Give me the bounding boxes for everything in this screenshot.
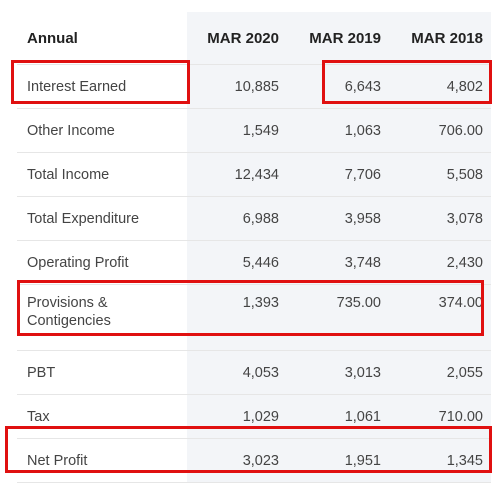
- table-row: Tax 1,029 1,061 710.00: [17, 394, 491, 439]
- cell-value: 6,643: [287, 64, 389, 109]
- row-label: PBT: [17, 350, 187, 395]
- table-row: Interest Earned 10,885 6,643 4,802: [17, 64, 491, 109]
- table-row: Operating Profit 5,446 3,748 2,430: [17, 240, 491, 285]
- cell-value: 3,013: [287, 350, 389, 395]
- table-row: Provisions & Contigencies 1,393 735.00 3…: [17, 284, 491, 351]
- row-label: Operating Profit: [17, 240, 187, 285]
- header-mar-2020: MAR 2020: [187, 12, 287, 65]
- row-label: Interest Earned: [17, 64, 187, 109]
- cell-value: 4,053: [187, 350, 287, 395]
- table-row: Other Income 1,549 1,063 706.00: [17, 108, 491, 153]
- cell-value: 2,430: [389, 240, 491, 285]
- row-label: Net Profit: [17, 438, 187, 483]
- cell-value: 1,951: [287, 438, 389, 483]
- financials-table: Annual MAR 2020 MAR 2019 MAR 2018 Intere…: [17, 12, 491, 483]
- cell-value: 5,508: [389, 152, 491, 197]
- cell-value: 5,446: [187, 240, 287, 285]
- cell-value: 4,802: [389, 64, 491, 109]
- row-label: Other Income: [17, 108, 187, 153]
- cell-value: 3,958: [287, 196, 389, 241]
- cell-value: 1,549: [187, 108, 287, 153]
- row-label: Total Expenditure: [17, 196, 187, 241]
- cell-value: 706.00: [389, 108, 491, 153]
- cell-value: 735.00: [287, 284, 389, 351]
- cell-value: 10,885: [187, 64, 287, 109]
- cell-value: 374.00: [389, 284, 491, 351]
- cell-value: 1,029: [187, 394, 287, 439]
- cell-value: 7,706: [287, 152, 389, 197]
- table-row: Total Income 12,434 7,706 5,508: [17, 152, 491, 197]
- table-row: Total Expenditure 6,988 3,958 3,078: [17, 196, 491, 241]
- row-label: Provisions & Contigencies: [17, 284, 187, 351]
- row-label: Tax: [17, 394, 187, 439]
- cell-value: 3,078: [389, 196, 491, 241]
- header-row: Annual MAR 2020 MAR 2019 MAR 2018: [17, 12, 491, 65]
- cell-value: 2,055: [389, 350, 491, 395]
- cell-value: 1,063: [287, 108, 389, 153]
- header-mar-2019: MAR 2019: [287, 12, 389, 65]
- cell-value: 3,748: [287, 240, 389, 285]
- cell-value: 1,393: [187, 284, 287, 351]
- cell-value: 1,345: [389, 438, 491, 483]
- cell-value: 1,061: [287, 394, 389, 439]
- header-annual: Annual: [17, 12, 187, 65]
- cell-value: 6,988: [187, 196, 287, 241]
- cell-value: 12,434: [187, 152, 287, 197]
- header-mar-2018: MAR 2018: [389, 12, 491, 65]
- table-row: PBT 4,053 3,013 2,055: [17, 350, 491, 395]
- row-label: Total Income: [17, 152, 187, 197]
- table-row: Net Profit 3,023 1,951 1,345: [17, 438, 491, 483]
- cell-value: 710.00: [389, 394, 491, 439]
- cell-value: 3,023: [187, 438, 287, 483]
